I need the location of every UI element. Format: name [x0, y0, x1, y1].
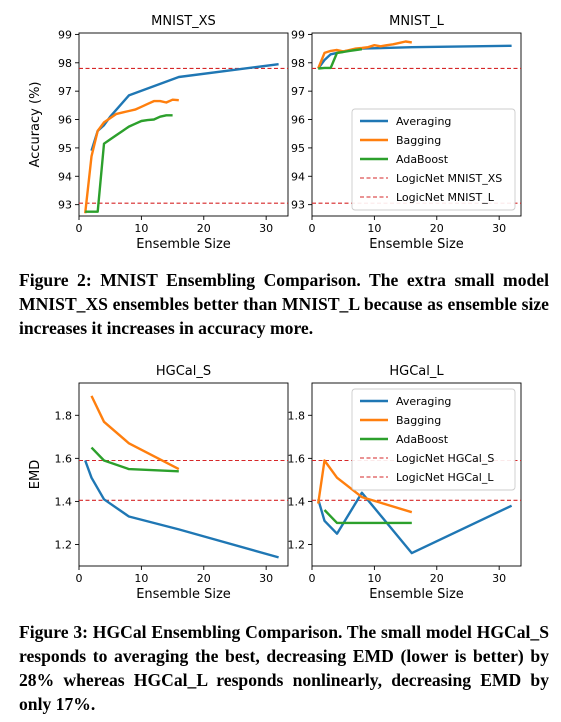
x-tick-label: 20 — [430, 222, 444, 235]
y-tick-label: 95 — [291, 142, 305, 155]
plot-frame — [78, 32, 289, 217]
x-tick-label: 0 — [76, 222, 83, 235]
y-tick-label: 96 — [58, 114, 72, 127]
legend-box — [351, 108, 516, 211]
legend-label: Averaging — [396, 395, 451, 408]
chart-panel-1: MNIST_XS 0 10 20 30 93 94 95 96 97 98 99 Ensemble Si… — [28, 14, 289, 252]
y-tick-label: 93 — [291, 199, 305, 212]
legend-label: LogicNet MNIST_XS — [396, 172, 502, 185]
legend-label: LogicNet MNIST_L — [396, 191, 495, 204]
plot-area — [79, 63, 288, 214]
legend-label: AdaBoost — [396, 153, 449, 166]
plot-frame — [311, 382, 522, 567]
series-line-adaboost — [90, 446, 179, 473]
legend-box — [351, 388, 516, 491]
y-axis-label: EMD — [28, 460, 43, 489]
x-tick-label: 0 — [309, 222, 316, 235]
x-axis-label: Ensemble Size — [136, 587, 231, 602]
x-tick-label: 10 — [134, 222, 148, 235]
x-tick-label: 20 — [430, 572, 444, 585]
y-tick-label: 1.8 — [55, 409, 73, 422]
plot-area — [79, 395, 288, 559]
x-tick-label: 10 — [367, 222, 381, 235]
chart-title: MNIST_XS — [151, 14, 216, 29]
series-line-bagging — [317, 459, 413, 514]
legend-label: LogicNet HGCal_L — [396, 471, 494, 484]
chart-panel-2: MNIST_L 0 10 20 30 93 94 95 96 97 98 99 Ensemble Siz… — [291, 14, 522, 252]
y-tick-label: 1.8 — [288, 409, 306, 422]
x-tick-label: 30 — [259, 572, 273, 585]
series-line-adaboost — [318, 48, 363, 70]
y-tick-label: 94 — [58, 170, 72, 183]
series-line-bagging — [90, 395, 180, 471]
y-tick-label: 97 — [291, 85, 305, 98]
x-axis-label: Ensemble Size — [369, 587, 464, 602]
x-tick-label: 0 — [309, 572, 316, 585]
series-line-averaging — [317, 491, 513, 555]
y-tick-label: 1.2 — [288, 538, 306, 551]
y-tick-label: 97 — [58, 85, 72, 98]
x-tick-label: 10 — [367, 572, 381, 585]
x-tick-label: 0 — [76, 572, 83, 585]
x-tick-label: 30 — [259, 222, 273, 235]
y-tick-label: 98 — [58, 57, 72, 70]
figure-2-caption: Figure 2: MNIST Ensembling Comparison. T… — [19, 270, 549, 338]
x-tick-label: 20 — [197, 572, 211, 585]
series-line-averaging — [317, 44, 512, 70]
series-line-averaging — [84, 460, 279, 559]
x-tick-label: 30 — [492, 222, 506, 235]
y-tick-label: 1.6 — [288, 452, 306, 465]
plot-frame — [311, 32, 522, 217]
y-tick-label: 95 — [58, 142, 72, 155]
chart-panel-3: HGCal_S 0 10 20 30 1.2 1.4 1.6 1.8 Ensemble Size E… — [28, 364, 289, 602]
y-tick-label: 1.4 — [288, 495, 306, 508]
y-tick-label: 1.4 — [55, 495, 73, 508]
y-tick-label: 94 — [291, 170, 305, 183]
x-tick-label: 20 — [197, 222, 211, 235]
x-tick-label: 30 — [492, 572, 506, 585]
series-line-bagging — [84, 98, 179, 214]
x-tick-label: 10 — [134, 572, 148, 585]
legend-label: Bagging — [396, 414, 441, 427]
legend: Averaging Bagging AdaBoost LogicNet HGCal_S… — [351, 388, 516, 491]
y-tick-label: 96 — [291, 114, 305, 127]
y-tick-label: 98 — [291, 57, 305, 70]
series-line-adaboost — [85, 114, 173, 213]
y-tick-label: 1.2 — [55, 538, 73, 551]
chart-title: HGCal_S — [156, 364, 211, 379]
legend: Averaging Bagging AdaBoost LogicNet MNIST_X… — [351, 108, 516, 211]
chart-title: HGCal_L — [389, 364, 444, 379]
legend-label: Bagging — [396, 134, 441, 147]
plot-frame — [78, 382, 289, 567]
x-axis-label: Ensemble Size — [369, 237, 464, 252]
x-axis-label: Ensemble Size — [136, 237, 231, 252]
y-tick-label: 1.6 — [55, 452, 73, 465]
legend-label: LogicNet HGCal_S — [396, 452, 494, 465]
series-line-averaging — [90, 63, 279, 152]
legend-label: AdaBoost — [396, 433, 449, 446]
y-axis-label: Accuracy (%) — [28, 82, 43, 168]
chart-title: MNIST_L — [389, 14, 444, 29]
chart-panel-4: HGCal_L 0 10 20 30 1.2 1.4 1.6 1.8 Ensemble Size A… — [288, 364, 522, 602]
series-line-bagging — [317, 40, 412, 69]
y-tick-label: 99 — [58, 28, 72, 41]
figure-3-caption: Figure 3: HGCal Ensembling Comparison. T… — [19, 622, 549, 714]
y-tick-label: 99 — [291, 28, 305, 41]
y-tick-label: 93 — [58, 199, 72, 212]
series-line-adaboost — [323, 509, 412, 525]
legend-label: Averaging — [396, 115, 451, 128]
